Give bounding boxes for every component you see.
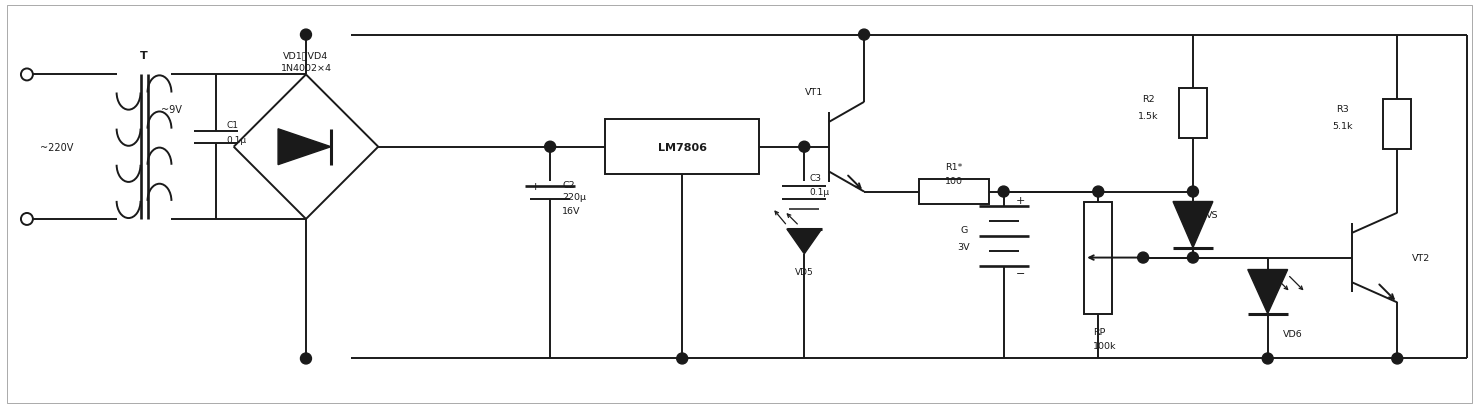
Circle shape: [1188, 187, 1198, 198]
Text: ~220V: ~220V: [40, 143, 74, 153]
Text: G: G: [960, 225, 967, 234]
Text: 100: 100: [945, 177, 963, 186]
Text: C2: C2: [562, 180, 575, 189]
Circle shape: [1093, 187, 1103, 198]
Circle shape: [677, 353, 688, 364]
Text: 220μ: 220μ: [562, 192, 586, 201]
Bar: [1383, 99, 1411, 149]
Circle shape: [1262, 353, 1273, 364]
Text: R2: R2: [1142, 94, 1155, 103]
Text: +: +: [531, 182, 540, 191]
Text: 16V: 16V: [562, 207, 581, 216]
Text: VD5: VD5: [794, 267, 813, 276]
Text: VD6: VD6: [1282, 329, 1303, 338]
Bar: [918, 180, 988, 204]
Circle shape: [1188, 252, 1198, 263]
Circle shape: [544, 142, 556, 153]
Text: VD1～VD4: VD1～VD4: [284, 51, 328, 60]
Polygon shape: [787, 229, 822, 254]
Polygon shape: [1248, 270, 1288, 314]
Text: VT1: VT1: [805, 88, 824, 97]
Text: VT2: VT2: [1412, 254, 1430, 263]
Circle shape: [799, 142, 810, 153]
Text: 5.1k: 5.1k: [1333, 122, 1353, 131]
Polygon shape: [278, 129, 331, 165]
Circle shape: [300, 30, 312, 41]
Bar: [1179, 89, 1207, 139]
Text: 0.1μ: 0.1μ: [226, 135, 247, 144]
Circle shape: [300, 353, 312, 364]
Text: 1N4002×4: 1N4002×4: [281, 64, 331, 73]
Text: VS: VS: [1205, 211, 1219, 220]
Text: T: T: [141, 50, 148, 61]
Circle shape: [1392, 353, 1402, 364]
Text: RP: RP: [1093, 327, 1106, 336]
Text: LM7806: LM7806: [658, 142, 707, 152]
Text: C1: C1: [226, 121, 238, 130]
Circle shape: [1137, 252, 1149, 263]
Bar: [1084, 202, 1112, 314]
Text: ~9V: ~9V: [161, 105, 182, 115]
Text: +: +: [1016, 195, 1025, 205]
Text: C3: C3: [809, 173, 821, 182]
Text: 100k: 100k: [1093, 341, 1117, 350]
Polygon shape: [1173, 202, 1213, 248]
Text: −: −: [1016, 269, 1025, 279]
Text: 1.5k: 1.5k: [1137, 111, 1158, 120]
Text: R1*: R1*: [945, 163, 963, 172]
Bar: [605, 120, 759, 175]
Text: 3V: 3V: [957, 242, 970, 251]
Circle shape: [998, 187, 1009, 198]
Circle shape: [859, 30, 870, 41]
Text: R3: R3: [1336, 105, 1349, 114]
Text: 0.1μ: 0.1μ: [809, 187, 830, 196]
